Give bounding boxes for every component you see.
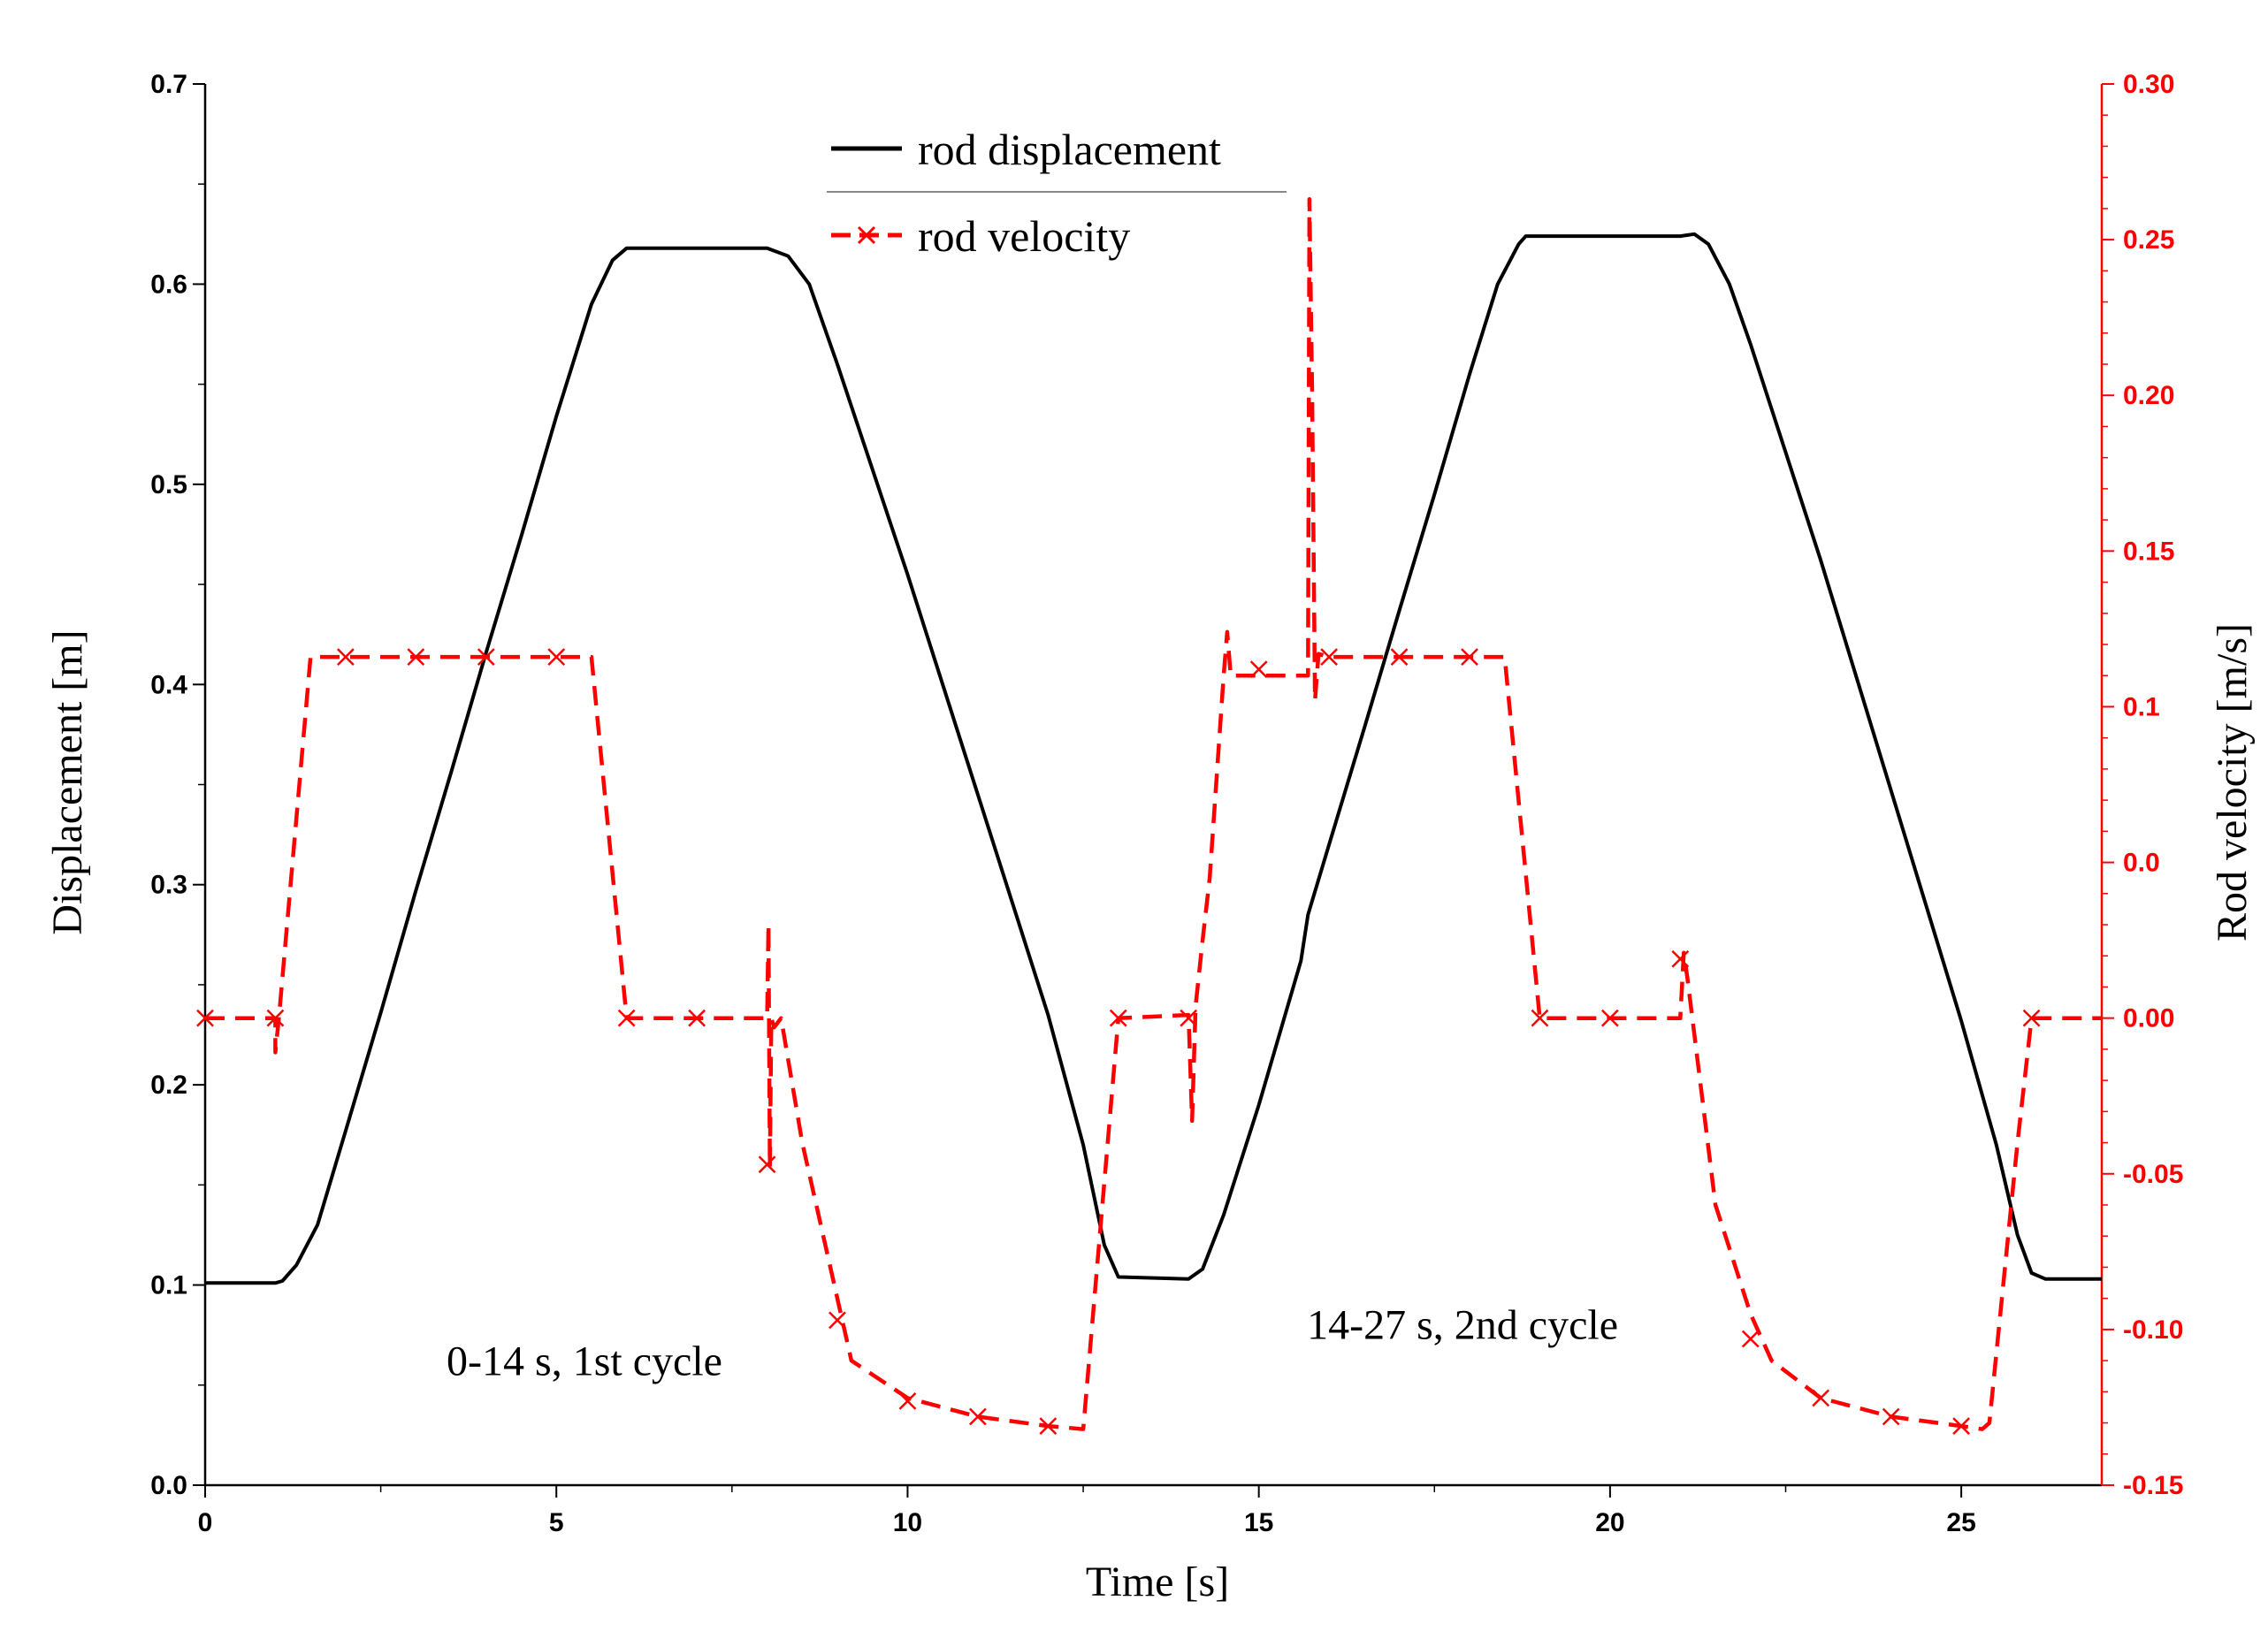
axes-layer: 0.0 0.1 0.2 0.3 0.4 0.5 0.6 0.7 0 5 10 15 20 25 -0.15 -… [150,70,2183,1537]
velocity-marker [1039,1417,1058,1435]
velocity-series-line [205,197,2102,1431]
velocity-marker [1249,660,1268,679]
velocity-marker-stroke [898,1392,917,1410]
velocity-marker [196,1009,214,1027]
velocity-marker-stroke [758,1155,776,1174]
velocity-marker-stroke [477,648,495,666]
velocity-marker [547,648,566,666]
velocity-marker [969,1407,987,1426]
velocity-marker-stroke [617,1009,636,1027]
y-right-tick-label: -0.15 [2123,1471,2183,1500]
velocity-marker-stroke [1461,648,1478,666]
velocity-marker [1390,648,1409,666]
velocity-marker-stroke [547,648,566,666]
velocity-marker [1741,1330,1760,1348]
velocity-marker-stroke [1812,1389,1830,1407]
velocity-marker-stroke [1180,1009,1198,1027]
velocity-marker-stroke [1882,1407,1900,1426]
y-right-tick-label: 0.0 [2123,849,2160,878]
velocity-marker-stroke [1249,660,1268,679]
series-layer [205,197,2102,1431]
velocity-marker [2022,1009,2041,1027]
y-left-tick-label: 0.5 [150,470,187,499]
text-layer: Time [s] Displacement [m] Rod velocity [… [44,623,2256,1605]
y-left-tick-label: 0.4 [150,670,187,699]
velocity-marker [477,648,495,666]
velocity-marker-stroke [196,1009,214,1027]
velocity-marker [1882,1407,1900,1426]
y-left-tick-label: 0.0 [150,1471,187,1500]
velocity-marker [758,1155,776,1174]
x-tick-label: 10 [893,1508,922,1537]
markers-layer [196,648,2041,1435]
velocity-marker-stroke [969,1407,987,1426]
velocity-marker [688,1009,706,1027]
y-right-tick-label: -0.10 [2123,1315,2183,1345]
velocity-marker-stroke [829,1311,846,1330]
velocity-marker [1601,1009,1619,1027]
velocity-marker-stroke [337,648,355,666]
x-tick-label: 15 [1244,1508,1273,1537]
velocity-marker-stroke [1601,1009,1619,1027]
velocity-marker-stroke [1390,648,1409,666]
y-left-tick-label: 0.6 [150,270,187,299]
velocity-marker-stroke [1109,1009,1127,1027]
velocity-marker [1671,949,1690,968]
y-left-tick-label: 0.1 [150,1271,187,1300]
velocity-marker [898,1392,917,1410]
x-tick-label: 20 [1595,1508,1624,1537]
velocity-marker-stroke [1671,949,1690,968]
y-right-tick-label: 0.1 [2123,692,2160,721]
velocity-marker-stroke [266,1009,285,1027]
y-left-tick-label: 0.3 [150,871,187,900]
legend-label-displacement: rod displacement [918,125,1221,174]
y-left-tick-label: 0.2 [150,1071,187,1100]
legend: rod displacement rod velocity [827,125,1287,261]
y-right-axis-title: Rod velocity [m/s] [2209,623,2256,941]
velocity-marker [1320,648,1338,666]
y-right-tick-label: 0.25 [2123,225,2174,255]
velocity-marker-stroke [1531,1009,1549,1027]
velocity-marker-stroke [1741,1330,1760,1348]
velocity-marker-stroke [688,1009,706,1027]
y-left-axis-title: Displacement [m] [44,629,91,934]
y-right-tick-label: 0.00 [2123,1004,2174,1033]
y-left-tick-label: 0.7 [150,70,187,99]
annotations: 0-14 s, 1st cycle 14-27 s, 2nd cycle [447,1302,1618,1385]
y-right-tick-label: 0.20 [2123,381,2174,410]
x-tick-label: 0 [198,1508,213,1537]
velocity-marker-stroke [407,648,425,666]
velocity-marker [1952,1417,1970,1435]
velocity-marker [1180,1009,1198,1027]
x-tick-label: 5 [549,1508,564,1537]
y-right-tick-label: -0.05 [2123,1160,2183,1189]
y-right-tick-label: 0.15 [2123,537,2174,566]
velocity-marker [829,1311,846,1330]
cycle-annotation: 14-27 s, 2nd cycle [1307,1302,1618,1349]
x-tick-label: 25 [1946,1508,1975,1537]
velocity-marker [617,1009,636,1027]
velocity-marker [1461,648,1478,666]
velocity-marker-stroke [2022,1009,2041,1027]
velocity-marker [266,1009,285,1027]
legend-marker-velocity [857,225,876,245]
cycle-annotation: 0-14 s, 1st cycle [447,1338,722,1384]
velocity-marker [337,648,355,666]
velocity-marker [1531,1009,1549,1027]
y-right-tick-label: 0.30 [2123,70,2174,99]
velocity-marker-stroke [1320,648,1338,666]
legend-label-velocity: rod velocity [918,211,1130,261]
velocity-marker-stroke [1952,1417,1970,1435]
velocity-marker [1812,1389,1830,1407]
velocity-marker [407,648,425,666]
displacement-series-line [205,232,2102,1285]
velocity-marker [1109,1009,1127,1027]
velocity-marker-stroke [1039,1417,1058,1435]
x-axis-title: Time [s] [1086,1559,1229,1605]
